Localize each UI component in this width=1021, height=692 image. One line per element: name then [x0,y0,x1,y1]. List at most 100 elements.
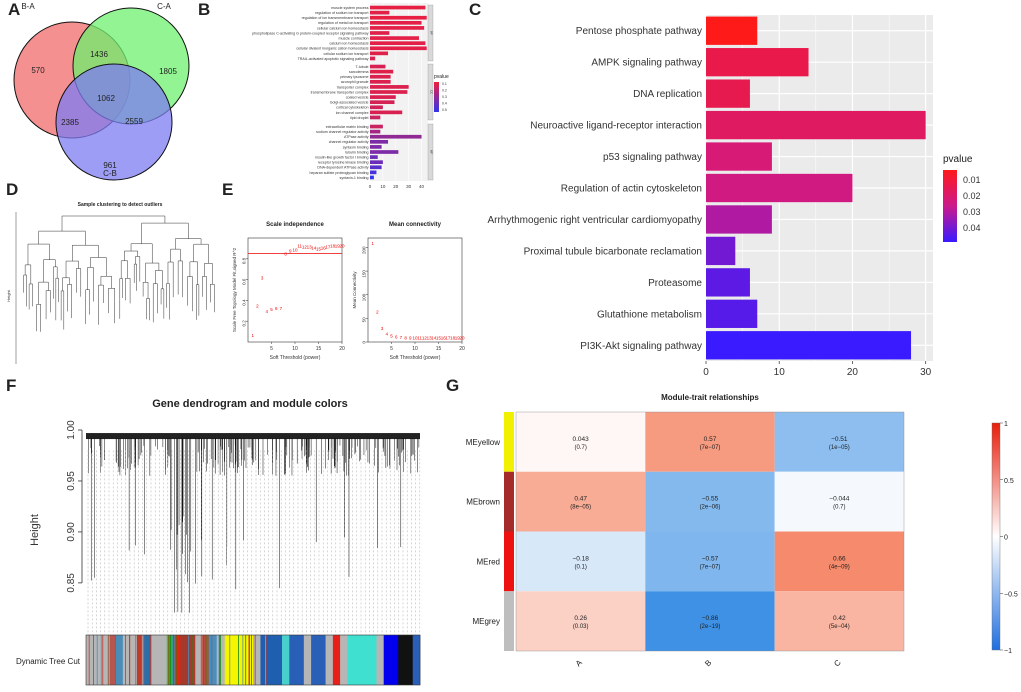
module-color-stripe [165,635,167,685]
go-bar [370,124,383,129]
go-bar [370,95,396,99]
legend-tick-label: 0.1 [442,82,447,86]
heatmap-cell [774,471,904,532]
heatmap-cell [645,471,775,532]
go-bar [370,134,422,139]
chart-title: Sample clustering to detect outliers [78,202,163,208]
go-term-label: phospholipase C-activating G protein-cou… [252,31,369,35]
heatmap-cell-pvalue: (8e−05) [570,505,591,511]
kegg-bar [706,236,736,266]
x-tick-label: 10 [292,346,298,352]
dendrogram-guides [87,450,420,638]
x-axis-label: Soft Threshold (power) [270,355,321,361]
point-label: 12 [422,336,428,341]
point-label: 14 [431,336,437,341]
point-label: 18 [330,243,336,248]
panel-label-c: C [469,0,482,19]
legend-colorbar [943,170,957,242]
go-bar [370,74,391,79]
heatmap-cell-pvalue: (2e−06) [700,505,721,511]
x-tick-label: 0 [703,367,709,378]
legend-title: pvalue [434,74,449,80]
module-color-swatch [504,531,514,592]
x-tick-label: 20 [393,184,399,189]
point-label: 3 [261,276,264,281]
module-color-segment [136,635,145,685]
go-bar [370,105,383,110]
heatmap-cell-value: 0.26 [574,615,587,622]
heatmap-cell [516,412,646,472]
y-tick-label: 0.85 [66,573,77,593]
module-color-stripe [249,635,250,685]
module-color-stripe [100,635,102,685]
y-axis-label: Height [29,514,41,546]
go-bar [370,69,394,74]
legend-tick-label: 0.03 [963,207,981,217]
go-bar [370,5,426,10]
point-label: 17 [445,336,451,341]
point-label: 4 [386,331,389,336]
go-term-label: channel regulator activity [329,140,369,144]
go-term-label: extracellular matrix binding [326,125,369,129]
module-color-stripe [88,635,90,685]
y-tick-label: 0.90 [66,522,77,542]
module-color-segment [325,635,334,685]
go-term-label: sodium channel regulator activity [316,130,369,134]
heatmap-cell [516,471,646,532]
heatmap-cell [774,531,904,592]
y-tick-label: 0.95 [66,471,77,491]
go-term-label: coated vesicle [346,96,369,100]
go-term-label: cortical cytoskeleton [336,106,368,110]
module-color-stripe [102,635,104,685]
venn-set-label: C-A [157,2,171,11]
module-color-swatch [504,591,514,651]
legend-tick-label: 0.02 [963,191,981,201]
kegg-bar [706,110,926,140]
kegg-pathway-label: Proteasome [648,278,702,289]
venn-region-count: 570 [31,66,45,75]
module-color-segment [173,635,181,685]
module-color-stripe [115,635,116,685]
module-color-stripe [220,635,221,685]
module-color-stripe [265,635,266,685]
module-color-segment [398,635,414,685]
go-term-label: tubulin binding [345,150,368,154]
y-tick-label: 0.8 [242,257,247,264]
module-color-segment [383,635,399,685]
go-term-label: DNA-dependent ATPase activity [317,166,368,170]
module-color-stripe [165,635,167,685]
module-color-stripe [149,635,151,685]
kegg-pathway-chart: Pentose phosphate pathway AMPK signaling … [487,15,981,378]
kegg-bar [706,205,772,234]
y-tick-label: 100 [362,293,367,301]
module-color-stripe [177,635,179,685]
go-bar [370,46,427,51]
module-color-stripe [219,635,221,685]
go-term-label: cellular divalent inorganic cation homeo… [296,47,368,51]
module-color-stripe [115,635,117,685]
module-color-stripe [188,635,190,685]
heatmap-cell-value: 0.47 [574,496,587,503]
go-bar [370,155,378,159]
venn-circle-3 [55,63,173,181]
x-tick-label: 15 [436,346,442,352]
chart-title: Scale independence [266,222,324,228]
heatmap-cell [645,531,775,592]
y-tick-label: 0.6 [242,278,247,285]
heatmap-cell-value: −0.044 [829,496,849,503]
point-label: 8 [284,252,287,257]
dendrogram-dense-top [86,433,420,440]
kegg-bar [706,299,758,328]
point-label: 11 [297,243,302,248]
color-bar-label: Dynamic Tree Cut [16,657,81,666]
point-label: 16 [321,245,327,250]
point-label: 7 [400,335,403,340]
module-color-stripe [218,635,220,685]
module-color-stripe [167,635,169,685]
heatmap-cell-pvalue: (7e−07) [700,564,721,570]
module-row-label: MEyellow [466,438,500,447]
legend-tick-label: 0.01 [963,175,981,185]
heatmap-cell-value: 0.57 [704,436,717,443]
legend-tick-label: 0.5 [442,108,447,112]
module-color-stripe [168,635,170,685]
